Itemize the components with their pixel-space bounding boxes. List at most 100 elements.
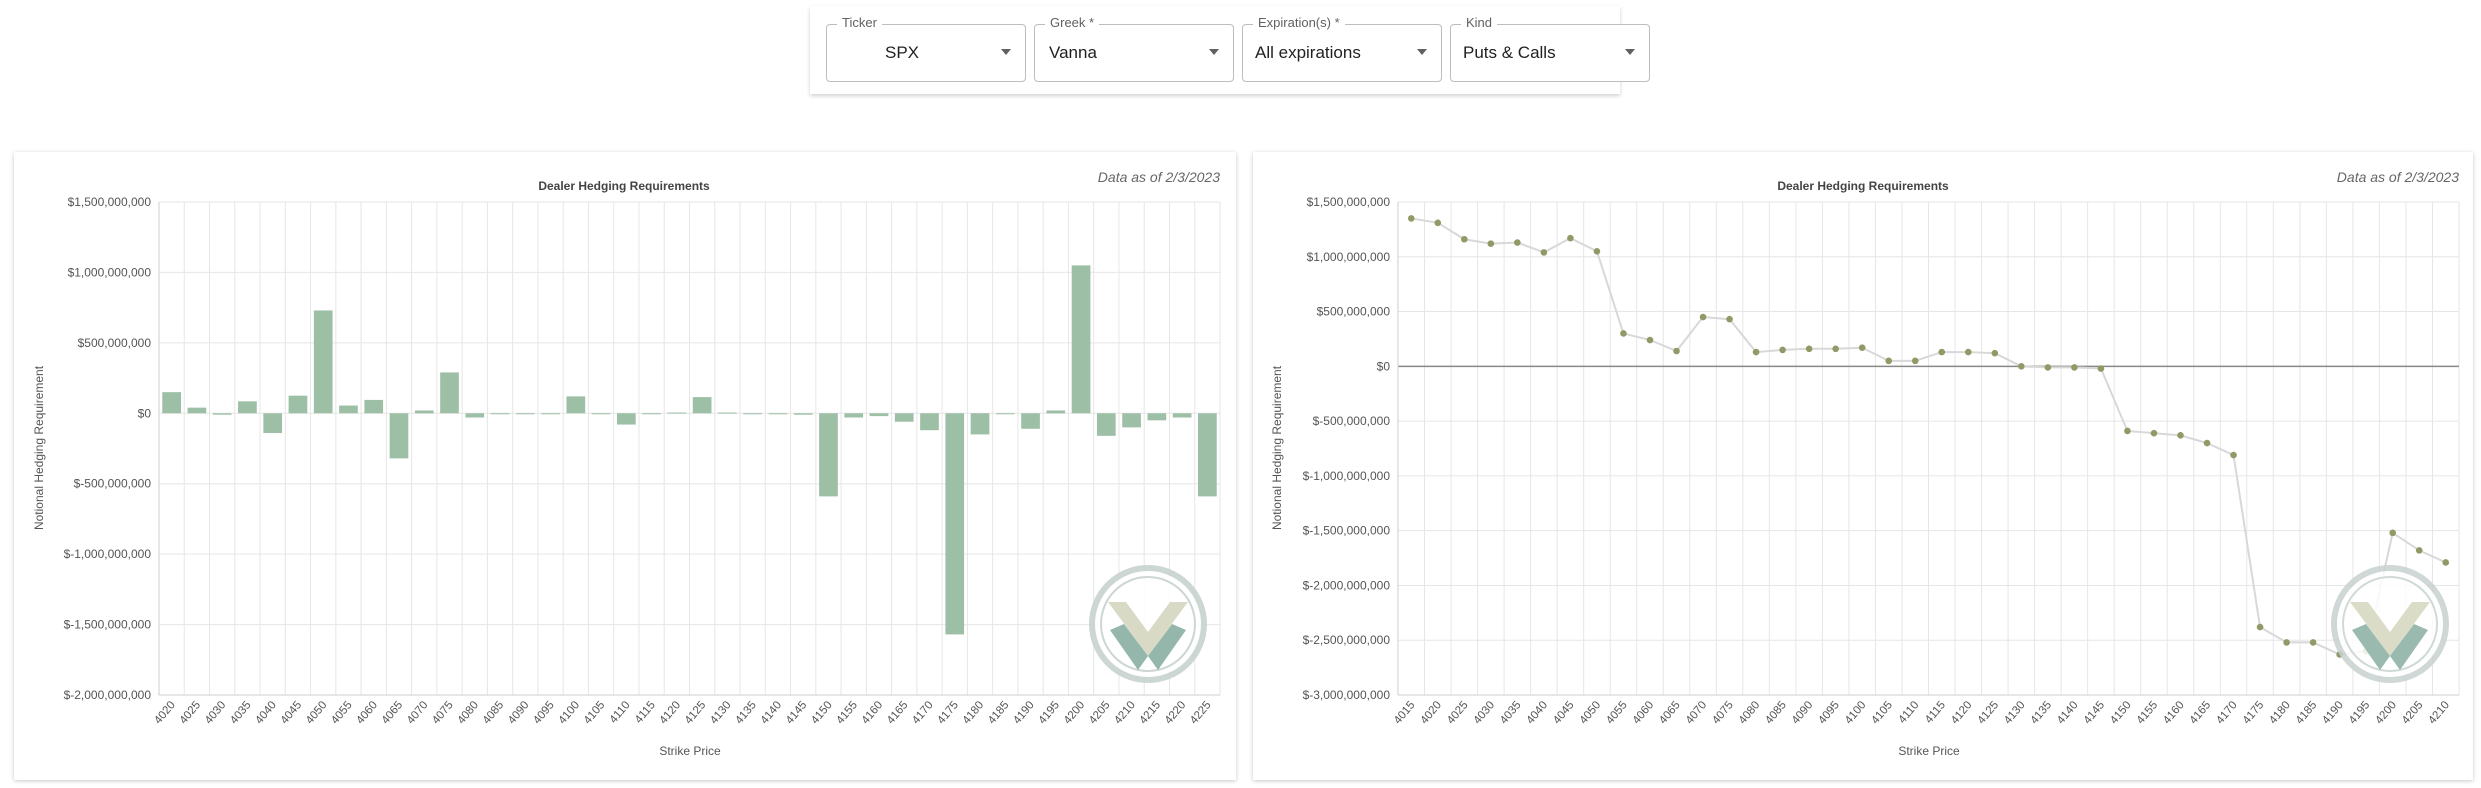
x-tick-label: 4105 <box>1869 699 1895 726</box>
x-tick-label: 4165 <box>885 699 911 726</box>
x-axis-label: Strike Price <box>659 744 721 758</box>
data-point <box>2230 451 2237 459</box>
expiration-label: Expiration(s) * <box>1253 15 1345 30</box>
watermark-logo <box>2331 565 2449 683</box>
bar <box>465 413 485 418</box>
bar <box>162 392 181 414</box>
y-tick-label: $-2,500,000,000 <box>1303 633 1391 647</box>
bar <box>894 413 914 422</box>
bar <box>313 310 333 414</box>
data-point <box>1779 346 1786 354</box>
x-tick-label: 4155 <box>2135 699 2161 726</box>
x-tick-label: 4185 <box>2294 699 2320 726</box>
data-point <box>2415 547 2423 554</box>
y-tick-label: $-3,000,000,000 <box>1303 688 1391 702</box>
expiration-select[interactable]: Expiration(s) * All expirations <box>1242 15 1442 82</box>
data-point <box>1858 344 1866 352</box>
y-tick-label: $-500,000,000 <box>1313 414 1391 428</box>
ticker-value: SPX <box>885 43 920 62</box>
x-tick-label: 4095 <box>1816 699 1842 726</box>
chevron-down-icon[interactable] <box>1001 49 1011 55</box>
x-tick-label: 4120 <box>1949 699 1975 726</box>
bar <box>288 395 308 414</box>
chevron-down-icon[interactable] <box>1417 49 1427 55</box>
bar-chart-panel: Dealer Hedging Requirements Data as of 2… <box>14 152 1236 780</box>
x-tick-label: 4175 <box>935 699 961 726</box>
data-point <box>1673 347 1680 355</box>
x-tick-label: 4110 <box>608 699 633 726</box>
kind-select[interactable]: Kind Puts & Calls <box>1450 15 1650 82</box>
y-tick-label: $0 <box>1377 359 1391 373</box>
x-tick-label: 4180 <box>2267 699 2293 726</box>
bar <box>743 413 763 415</box>
data-point <box>1434 219 1442 227</box>
greek-select[interactable]: Greek * Vanna <box>1034 15 1234 82</box>
x-tick-label: 4160 <box>2161 699 2187 726</box>
y-tick-label: $1,000,000,000 <box>1307 250 1391 264</box>
x-tick-label: 4170 <box>910 699 936 726</box>
data-point <box>1991 349 1999 357</box>
greek-label: Greek * <box>1045 15 1100 30</box>
x-tick-label: 4050 <box>1578 699 1604 726</box>
filter-bar: Ticker SPX Greek * Vanna Expiration(s) *… <box>810 6 1650 94</box>
x-tick-label: 4165 <box>2188 699 2214 726</box>
bar <box>515 413 535 415</box>
ticker-select[interactable]: Ticker SPX <box>826 15 1026 82</box>
x-tick-label: 4115 <box>633 699 658 726</box>
y-tick-label: $1,500,000,000 <box>1307 195 1391 209</box>
data-point <box>1567 234 1574 242</box>
x-tick-label: 4205 <box>2400 699 2426 726</box>
x-tick-label: 4185 <box>986 699 1012 726</box>
x-tick-label: 4055 <box>1604 699 1630 726</box>
data-point <box>1514 239 1521 246</box>
data-point <box>1593 248 1601 255</box>
kind-label: Kind <box>1461 15 1498 30</box>
data-point <box>1938 348 1946 356</box>
x-tick-label: 4225 <box>1188 699 1214 726</box>
kind-value: Puts & Calls <box>1463 43 1556 62</box>
x-tick-label: 4085 <box>1763 699 1789 726</box>
x-tick-label: 4135 <box>2029 699 2055 726</box>
data-point <box>1646 336 1654 344</box>
bar <box>718 412 737 414</box>
x-tick-label: 4075 <box>1710 699 1736 726</box>
bar <box>440 372 459 414</box>
data-point <box>2150 429 2158 437</box>
chevron-down-icon[interactable] <box>1625 49 1635 55</box>
x-tick-label: 4145 <box>784 699 810 726</box>
x-tick-label: 4100 <box>1843 699 1869 726</box>
x-tick-label: 4075 <box>430 699 456 726</box>
x-tick-label: 4040 <box>253 699 279 726</box>
bar <box>995 413 1015 415</box>
data-point <box>1832 345 1839 353</box>
y-tick-label: $1,000,000,000 <box>68 265 152 279</box>
x-axis-label: Strike Price <box>1898 744 1960 758</box>
chevron-down-icon[interactable] <box>1209 49 1219 55</box>
data-point <box>1911 357 1919 365</box>
x-tick-label: 4025 <box>178 699 204 726</box>
greek-value: Vanna <box>1049 43 1097 62</box>
x-tick-label: 4100 <box>556 699 582 726</box>
data-point <box>1540 249 1548 256</box>
x-tick-label: 4065 <box>1657 699 1683 726</box>
ticker-label: Ticker <box>837 15 882 30</box>
data-point <box>2044 364 2052 371</box>
x-tick-label: 4090 <box>506 699 532 726</box>
y-tick-label: $-1,000,000,000 <box>1303 469 1391 483</box>
line-chart: Dealer Hedging Requirements Data as of 2… <box>1270 169 2460 758</box>
x-tick-label: 4190 <box>2320 699 2346 726</box>
data-point <box>2071 364 2078 371</box>
bar <box>768 413 788 415</box>
bar <box>566 396 586 414</box>
x-tick-label: 4210 <box>2426 699 2452 726</box>
x-tick-label: 4090 <box>1790 699 1816 726</box>
bar <box>187 407 207 414</box>
bar-chart: Dealer Hedging Requirements Data as of 2… <box>32 169 1221 758</box>
data-point <box>2442 559 2450 566</box>
x-tick-label: 4035 <box>228 699 254 726</box>
bar <box>1198 413 1217 497</box>
x-tick-label: 4135 <box>733 699 759 726</box>
x-tick-label: 4060 <box>1631 699 1657 726</box>
x-tick-label: 4095 <box>531 699 557 726</box>
x-tick-label: 4085 <box>481 699 507 726</box>
